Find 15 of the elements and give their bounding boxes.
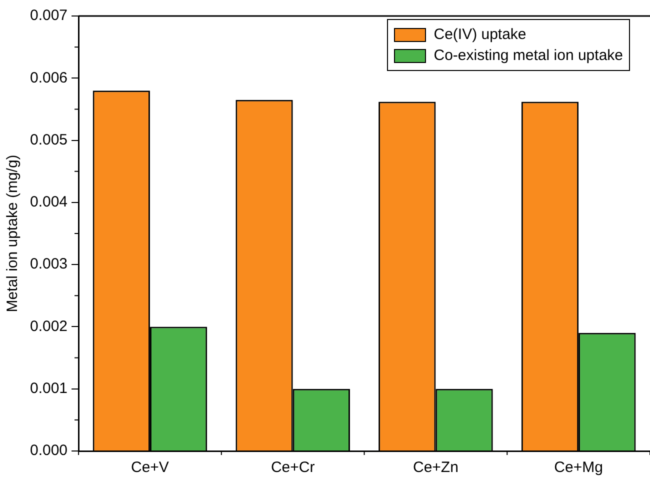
- y-tick-label: 0.002: [30, 318, 68, 335]
- x-tick-label: Ce+V: [130, 459, 169, 476]
- y-axis-title: Metal ion uptake (mg/g): [4, 154, 22, 312]
- y-tick-label: 0.004: [30, 194, 68, 211]
- y-tick-label: 0.003: [30, 256, 68, 273]
- x-tick-label: Ce+Mg: [554, 459, 603, 476]
- y-tick-label: 0.006: [30, 69, 68, 86]
- y-tick-label: 0.001: [30, 380, 68, 397]
- y-tick-label: 0.000: [30, 442, 68, 460]
- legend-label: Ce(IV) uptake: [434, 26, 526, 43]
- x-tick-label: Ce+Cr: [270, 459, 315, 476]
- y-tick-label: 0.005: [30, 131, 68, 148]
- x-tick-label: Ce+Zn: [412, 459, 458, 476]
- y-tick-label: 0.007: [30, 7, 68, 24]
- legend-label: Co-existing metal ion uptake: [434, 47, 623, 64]
